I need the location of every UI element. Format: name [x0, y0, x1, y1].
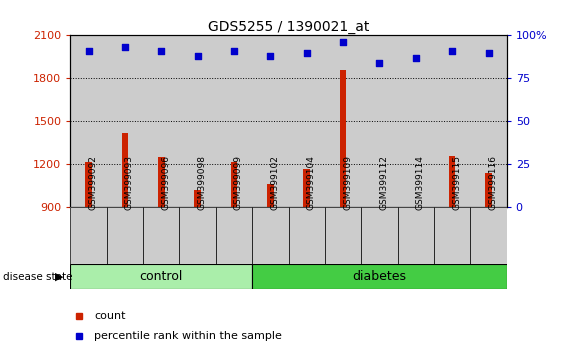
Bar: [397, 207, 434, 264]
Text: GSM399093: GSM399093: [125, 155, 134, 210]
Point: [193, 53, 202, 59]
Point: [412, 55, 421, 61]
Bar: [252, 264, 507, 289]
Bar: [107, 35, 143, 207]
Text: ▶: ▶: [55, 272, 63, 282]
Bar: [252, 207, 288, 264]
Bar: [85, 162, 92, 207]
Point: [448, 48, 457, 54]
Text: GSM399099: GSM399099: [234, 155, 243, 210]
Point: [375, 60, 384, 66]
Bar: [143, 207, 180, 264]
Bar: [361, 35, 397, 207]
Bar: [267, 184, 274, 207]
Bar: [180, 35, 216, 207]
Bar: [470, 207, 507, 264]
Text: control: control: [140, 270, 183, 283]
Text: GSM399104: GSM399104: [307, 155, 316, 210]
Text: diabetes: diabetes: [352, 270, 406, 283]
Bar: [252, 35, 288, 207]
Bar: [434, 35, 470, 207]
Bar: [289, 35, 325, 207]
Bar: [361, 207, 397, 264]
Bar: [122, 133, 128, 207]
Bar: [194, 190, 201, 207]
Bar: [413, 207, 419, 209]
Text: GSM399098: GSM399098: [198, 155, 207, 210]
Text: GSM399114: GSM399114: [416, 155, 425, 210]
Text: GSM399096: GSM399096: [161, 155, 170, 210]
Bar: [231, 162, 237, 207]
Bar: [158, 157, 164, 207]
Text: disease state: disease state: [3, 272, 72, 282]
Bar: [216, 207, 252, 264]
Bar: [470, 35, 507, 207]
Point: [230, 48, 239, 54]
Point: [484, 50, 493, 56]
Bar: [289, 207, 325, 264]
Text: GSM399115: GSM399115: [452, 155, 461, 210]
Text: count: count: [95, 311, 126, 321]
Point: [302, 50, 311, 56]
Bar: [325, 35, 361, 207]
Bar: [434, 207, 470, 264]
Bar: [107, 207, 143, 264]
Text: GSM399092: GSM399092: [88, 155, 97, 210]
Text: GSM399112: GSM399112: [379, 155, 388, 210]
Text: percentile rank within the sample: percentile rank within the sample: [95, 331, 282, 341]
Bar: [70, 264, 252, 289]
Bar: [340, 70, 346, 207]
Bar: [70, 35, 107, 207]
Text: GSM399102: GSM399102: [270, 155, 279, 210]
Bar: [376, 207, 383, 213]
Title: GDS5255 / 1390021_at: GDS5255 / 1390021_at: [208, 21, 369, 34]
Bar: [70, 207, 107, 264]
Point: [266, 53, 275, 59]
Point: [120, 45, 129, 50]
Bar: [449, 156, 455, 207]
Point: [84, 48, 93, 54]
Bar: [303, 169, 310, 207]
Text: GSM399109: GSM399109: [343, 155, 352, 210]
Point: [157, 48, 166, 54]
Bar: [216, 35, 252, 207]
Bar: [143, 35, 180, 207]
Bar: [485, 173, 492, 207]
Bar: [325, 207, 361, 264]
Text: GSM399116: GSM399116: [489, 155, 498, 210]
Bar: [180, 207, 216, 264]
Bar: [397, 35, 434, 207]
Point: [338, 39, 347, 45]
